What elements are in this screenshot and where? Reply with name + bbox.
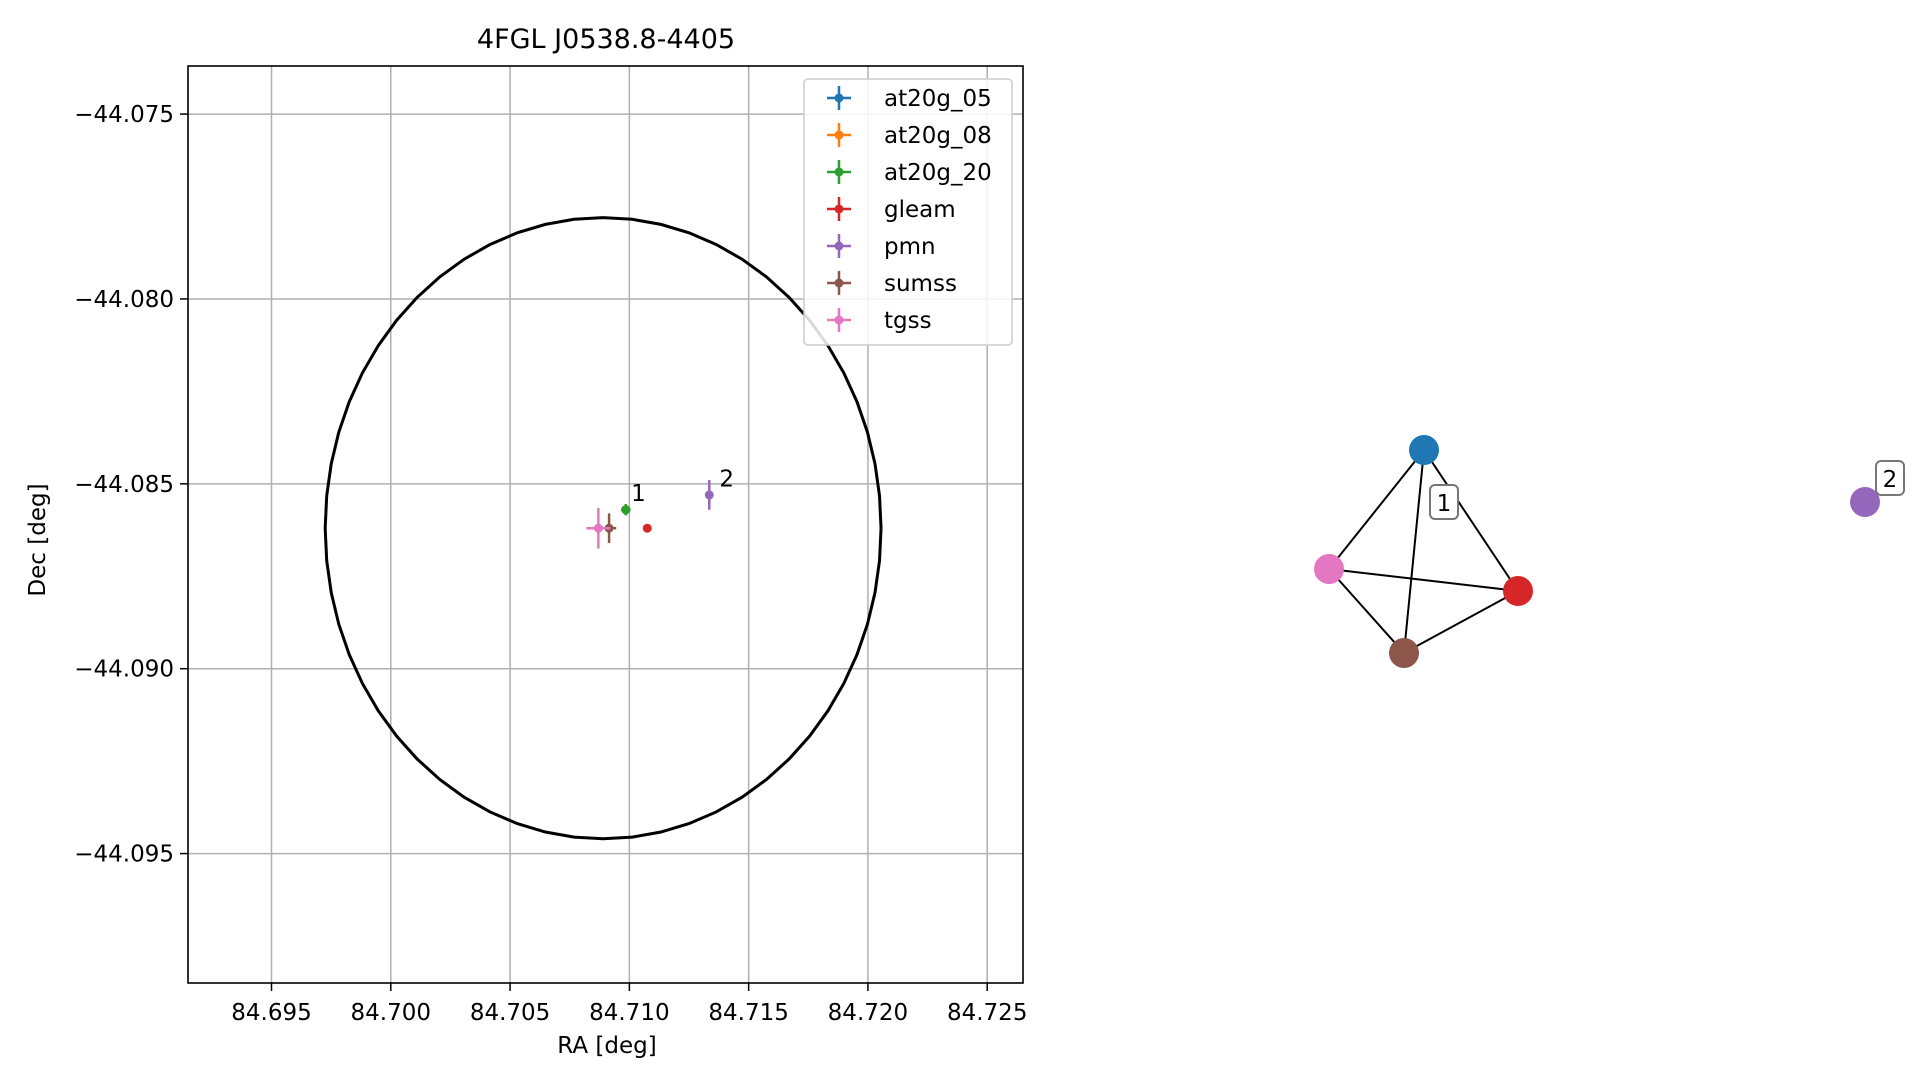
legend-marker-dot xyxy=(834,167,844,177)
x-tick-label: 84.695 xyxy=(231,1000,311,1026)
x-tick-label: 84.710 xyxy=(589,1000,669,1026)
localization-ellipse-layer xyxy=(323,216,883,841)
ticks-layer: 84.695 84.700 84.705 84.710 84.715 84.720 84.7… xyxy=(74,102,1027,1026)
legend-entry: pmn xyxy=(827,234,936,260)
legend-entry: tgss xyxy=(827,308,932,334)
cluster-label-box xyxy=(1429,484,1459,520)
series-tgss xyxy=(586,507,611,549)
legend-label: tgss xyxy=(884,308,932,334)
network-edge xyxy=(1403,590,1519,654)
y-tick-label: −44.095 xyxy=(74,842,174,868)
legend-label: pmn xyxy=(884,234,936,260)
legend-marker-dot xyxy=(834,278,844,288)
network-nodes xyxy=(1314,435,1880,668)
y-tick-label: −44.085 xyxy=(74,472,174,498)
legend-entry: at20g_08 xyxy=(827,123,992,149)
legend-marker-dot xyxy=(834,204,844,214)
legend-label: gleam xyxy=(884,197,956,223)
network-edge xyxy=(1423,449,1519,592)
y-tick-label: −44.075 xyxy=(74,102,174,128)
y-axis-label: Dec [deg] xyxy=(25,483,51,596)
network-node-at20g xyxy=(1409,435,1439,465)
legend-entry: at20g_20 xyxy=(827,160,992,186)
network-node-gleam xyxy=(1503,576,1533,606)
legend-label: at20g_05 xyxy=(884,86,992,112)
legend-entry: sumss xyxy=(827,271,957,297)
points-layer xyxy=(586,480,714,549)
y-tick-label: −44.090 xyxy=(74,657,174,683)
network-node-tgss xyxy=(1314,554,1344,584)
network-edges xyxy=(1328,449,1519,654)
series-pmn xyxy=(704,480,714,510)
localization-ellipse xyxy=(323,216,883,841)
legend-marker-dot xyxy=(834,241,844,251)
x-axis-label: RA [deg] xyxy=(557,1033,656,1059)
data-point xyxy=(704,490,714,500)
chart-title: 4FGL J0538.8-4405 xyxy=(477,24,735,55)
cluster-label-box xyxy=(1875,460,1905,496)
series-gleam xyxy=(642,523,652,533)
cluster-label: 1 xyxy=(1429,484,1459,520)
legend-marker-dot xyxy=(834,315,844,325)
network-node-pmn xyxy=(1850,487,1880,517)
x-tick-label: 84.715 xyxy=(708,1000,788,1026)
cluster-label: 2 xyxy=(1875,460,1905,496)
data-point xyxy=(642,523,652,533)
legend-box xyxy=(803,78,1013,346)
legend-entry: at20g_05 xyxy=(827,86,992,112)
x-tick-label: 84.720 xyxy=(828,1000,908,1026)
cluster-annotation: 1 xyxy=(631,481,646,507)
cluster-label-text: 2 xyxy=(1883,467,1898,493)
legend-label: sumss xyxy=(884,271,957,297)
x-tick-label: 84.700 xyxy=(351,1000,431,1026)
network-edge xyxy=(1328,568,1405,654)
legend-marker-dot xyxy=(834,130,844,140)
network-edge xyxy=(1328,449,1425,570)
x-tick-label: 84.725 xyxy=(947,1000,1027,1026)
network-node-sumss xyxy=(1389,638,1419,668)
cluster-label-text: 1 xyxy=(1437,491,1452,517)
axes-frame xyxy=(187,65,1024,984)
y-tick-label: −44.080 xyxy=(74,287,174,313)
legend-label: at20g_20 xyxy=(884,160,992,186)
legend-label: at20g_08 xyxy=(884,123,992,149)
network-edge xyxy=(1328,568,1519,592)
cluster-annotation: 2 xyxy=(719,466,734,492)
annotation-layer: 12 xyxy=(631,466,734,507)
scatter-panel: 4FGL J0538.8-4405 12 84.695 84.700 84.705 8… xyxy=(25,24,1027,1059)
data-point xyxy=(593,523,603,533)
legend-entry: gleam xyxy=(827,197,956,223)
series-at20g_20 xyxy=(621,504,631,516)
network-graph-panel: 12 xyxy=(1314,435,1905,668)
data-point xyxy=(621,505,631,515)
legend-marker-dot xyxy=(834,93,844,103)
network-edge xyxy=(1403,449,1425,654)
x-tick-label: 84.705 xyxy=(470,1000,550,1026)
